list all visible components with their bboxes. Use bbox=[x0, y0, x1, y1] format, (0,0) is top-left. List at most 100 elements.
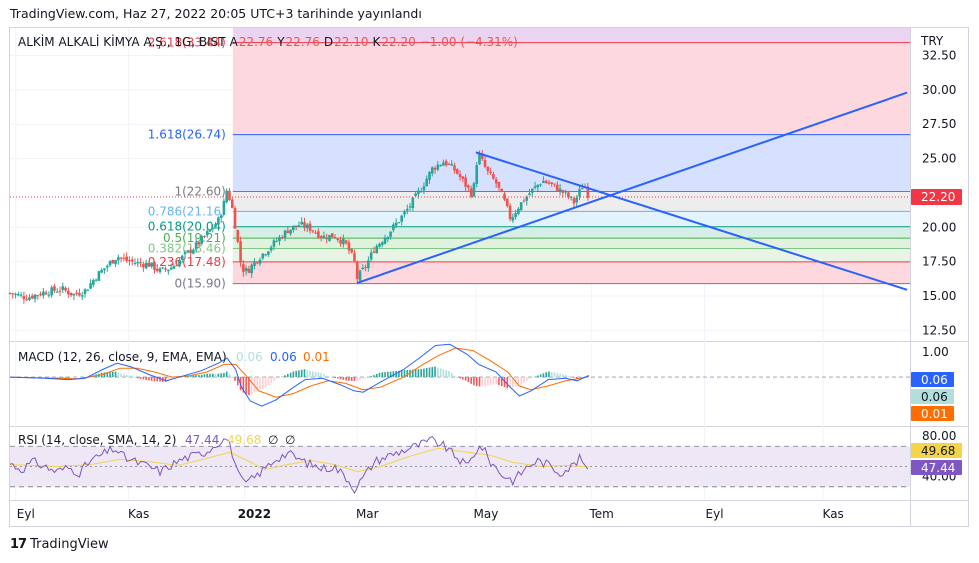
candle-body bbox=[419, 191, 423, 193]
candle-body bbox=[53, 286, 56, 291]
candle-body bbox=[67, 290, 70, 295]
candle-body bbox=[14, 293, 17, 295]
fib-fill-1.618 bbox=[232, 42, 910, 135]
candle-body bbox=[336, 238, 340, 241]
candle-body bbox=[414, 193, 417, 197]
ohlc-high-value: 22.76 bbox=[286, 35, 320, 49]
candle-body bbox=[314, 232, 317, 234]
candle-body bbox=[397, 222, 401, 224]
fib-level-label: 1(22.60) bbox=[174, 185, 225, 199]
time-tick-label: 2022 bbox=[238, 507, 271, 521]
candle-body bbox=[208, 229, 212, 232]
candle-body bbox=[519, 202, 523, 211]
candle-body bbox=[64, 287, 67, 291]
candle-body bbox=[547, 182, 551, 184]
price-tick-label: 25.00 bbox=[922, 152, 956, 166]
candle-body bbox=[103, 268, 106, 271]
fib-level-label: 0.236(17.48) bbox=[148, 255, 226, 269]
rsi-value: 47.44 bbox=[185, 433, 219, 447]
macd-signal-line bbox=[9, 347, 589, 398]
price-tick-label: 20.00 bbox=[922, 220, 956, 234]
candle-body bbox=[261, 253, 265, 259]
candle-body bbox=[394, 222, 398, 226]
currency-label: TRY bbox=[920, 34, 944, 48]
candle-body bbox=[422, 186, 426, 191]
candle-body bbox=[78, 292, 81, 296]
rsi-bb-lower-value: ∅ bbox=[285, 433, 295, 447]
macd-histogram-value: 0.06 bbox=[236, 350, 263, 364]
candle-body bbox=[122, 257, 126, 259]
fib-level-label: 0.786(21.16) bbox=[148, 204, 226, 218]
time-tick-label: Eyl bbox=[17, 507, 35, 521]
candle-body bbox=[425, 178, 429, 187]
candle-body bbox=[430, 167, 434, 174]
candle-body bbox=[180, 255, 184, 260]
candle-body bbox=[450, 164, 454, 166]
symbol-name: ALKİM ALKALİ KİMYA A.Ş., 1G, BIST bbox=[18, 34, 226, 49]
candle-body bbox=[478, 153, 481, 165]
candle-body bbox=[483, 159, 487, 167]
candle-body bbox=[367, 260, 370, 269]
candle-body bbox=[469, 188, 473, 197]
candle-body bbox=[272, 240, 276, 247]
candle-body bbox=[347, 242, 351, 251]
candle-body bbox=[375, 245, 379, 253]
candle-body bbox=[525, 196, 529, 201]
candle-body bbox=[517, 208, 520, 215]
time-tick-label: Eyl bbox=[706, 507, 724, 521]
candle-body bbox=[203, 235, 206, 237]
macd-last-value: 0.06 bbox=[921, 390, 948, 404]
candle-body bbox=[497, 181, 501, 188]
candle-body bbox=[580, 188, 584, 190]
macd-last-value: 0.06 bbox=[921, 373, 948, 387]
candle-body bbox=[514, 213, 517, 218]
candle-body bbox=[194, 242, 198, 250]
candle-body bbox=[489, 171, 492, 174]
candle-body bbox=[30, 295, 34, 299]
candle-body bbox=[308, 223, 312, 231]
rsi-last-value: 47.44 bbox=[921, 461, 955, 475]
brand-footer[interactable]: 17 TradingView bbox=[10, 537, 109, 552]
candle-body bbox=[142, 263, 145, 268]
candle-body bbox=[58, 290, 62, 292]
candle-body bbox=[328, 234, 331, 241]
candle-body bbox=[403, 211, 406, 215]
macd-last-value-badge bbox=[911, 372, 954, 387]
time-tick-label: Kas bbox=[823, 507, 844, 521]
rsi-last-value: 49.68 bbox=[921, 444, 955, 458]
candle-body bbox=[508, 205, 512, 219]
candle-body bbox=[236, 230, 240, 242]
candle-body bbox=[72, 293, 76, 296]
candle-body bbox=[200, 236, 203, 244]
fib-level-label: 2.618(33.44) bbox=[148, 36, 226, 50]
macd-last-value: 0.01 bbox=[921, 407, 948, 421]
candle-body bbox=[222, 200, 226, 215]
rsi-ma-line bbox=[9, 447, 589, 473]
candle-body bbox=[325, 237, 329, 240]
fib-fill-0.382 bbox=[232, 238, 910, 249]
candle-body bbox=[297, 225, 301, 227]
candle-body bbox=[86, 289, 90, 291]
candle-body bbox=[317, 231, 320, 238]
candle-body bbox=[528, 193, 531, 196]
candle-body bbox=[133, 262, 137, 264]
time-tick-label: May bbox=[474, 507, 499, 521]
candle-body bbox=[530, 188, 534, 193]
candle-body bbox=[561, 190, 565, 193]
fib-level-label: 0.618(20.04) bbox=[148, 220, 226, 234]
brand-name: TradingView bbox=[30, 537, 109, 552]
candle-body bbox=[61, 286, 65, 290]
rsi-last-value-badge bbox=[911, 443, 962, 458]
candle-body bbox=[269, 247, 273, 251]
candle-body bbox=[214, 224, 217, 227]
candle-body bbox=[17, 294, 20, 296]
candle-body bbox=[228, 190, 231, 200]
time-tick-label: Mar bbox=[356, 507, 379, 521]
candle-body bbox=[117, 257, 120, 261]
candle-body bbox=[567, 192, 570, 198]
candle-body bbox=[322, 235, 326, 239]
candle-body bbox=[319, 236, 323, 238]
fib-level-label: 0.382(18.46) bbox=[148, 241, 226, 255]
candle-body bbox=[55, 291, 59, 293]
